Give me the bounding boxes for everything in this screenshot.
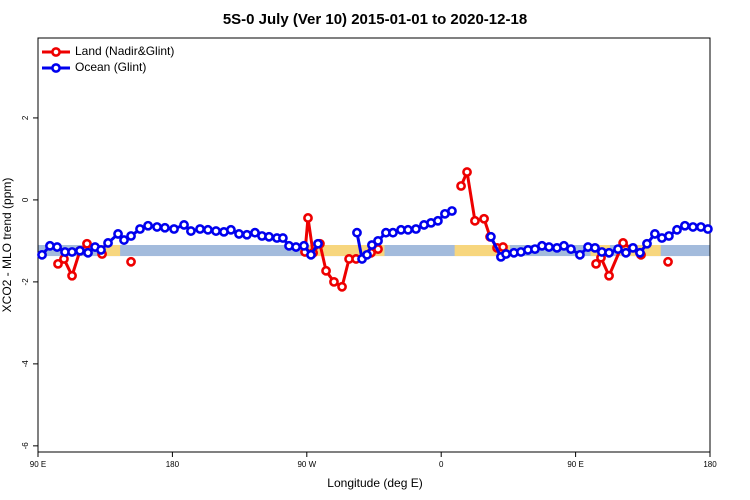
point	[649, 229, 660, 239]
point	[456, 181, 466, 191]
point	[635, 247, 645, 258]
point	[306, 249, 316, 260]
point	[37, 249, 47, 260]
point	[688, 222, 698, 232]
point	[226, 224, 236, 235]
point	[544, 242, 554, 252]
x-tick-label: 90 E	[30, 460, 46, 469]
point	[278, 233, 288, 243]
point	[362, 249, 372, 260]
point	[83, 247, 93, 258]
legend-marker	[51, 63, 61, 73]
y-axis-label: XCO2 - MLO trend (ppm)	[0, 178, 14, 313]
point	[672, 224, 682, 235]
point	[313, 238, 323, 249]
point	[566, 244, 576, 254]
legend-label: Land (Nadir&Glint)	[75, 44, 174, 58]
point	[321, 265, 331, 276]
point	[373, 236, 383, 246]
point	[447, 206, 457, 216]
point	[618, 238, 628, 248]
point	[486, 231, 496, 242]
point	[52, 242, 63, 252]
point	[211, 226, 221, 236]
point	[663, 256, 673, 267]
point	[195, 224, 205, 234]
legend-marker	[51, 47, 61, 57]
point	[103, 238, 113, 248]
point	[169, 224, 179, 234]
point	[337, 281, 347, 292]
point	[352, 227, 362, 238]
point	[628, 242, 638, 253]
point	[67, 270, 77, 281]
point	[501, 249, 511, 259]
point	[433, 215, 443, 226]
point	[403, 224, 413, 235]
point	[119, 235, 129, 245]
point	[664, 231, 674, 241]
point	[604, 247, 614, 258]
point	[642, 238, 652, 249]
plot-frame	[37, 37, 711, 453]
point	[126, 256, 136, 267]
legend-label: Ocean (Glint)	[75, 60, 146, 74]
point	[621, 247, 631, 258]
point	[591, 258, 601, 269]
x-tick-label: 90 E	[567, 460, 583, 469]
point	[388, 227, 398, 238]
point	[96, 245, 106, 255]
point	[575, 249, 585, 260]
point	[203, 224, 213, 235]
point	[462, 167, 472, 177]
land-band	[305, 245, 385, 257]
point	[143, 220, 153, 231]
point	[604, 270, 614, 281]
point	[179, 220, 189, 230]
point	[299, 240, 309, 251]
point	[470, 215, 480, 226]
point	[329, 276, 339, 287]
point	[160, 222, 170, 233]
y-tick-label: 0	[21, 197, 30, 202]
x-tick-label: 0	[439, 460, 444, 469]
point	[126, 231, 136, 241]
land-band	[99, 245, 121, 257]
point	[113, 229, 123, 239]
land-band	[454, 245, 510, 257]
y-tick-label: -6	[21, 442, 30, 450]
point	[411, 224, 421, 234]
x-tick-label: 180	[703, 460, 717, 469]
point	[67, 247, 77, 257]
point	[242, 229, 252, 240]
point	[613, 244, 623, 254]
point	[152, 222, 162, 232]
point	[82, 238, 92, 249]
point	[303, 213, 313, 223]
y-tick-label: -4	[21, 360, 30, 368]
y-tick-label: -2	[21, 278, 30, 286]
point	[135, 224, 145, 234]
point	[291, 242, 301, 252]
x-tick-label: 90 W	[297, 460, 316, 469]
chart-title: 5S-0 July (Ver 10) 2015-01-01 to 2020-12…	[223, 11, 527, 28]
point	[680, 220, 690, 231]
point	[590, 242, 600, 253]
point	[479, 213, 489, 224]
point	[53, 258, 63, 269]
point	[75, 245, 85, 256]
y-tick-label: 2	[21, 115, 30, 120]
point	[234, 229, 244, 239]
point	[703, 224, 713, 234]
point	[186, 226, 196, 236]
x-tick-label: 180	[166, 460, 180, 469]
point	[264, 231, 274, 242]
x-axis-label: Longitude (deg E)	[327, 476, 422, 490]
